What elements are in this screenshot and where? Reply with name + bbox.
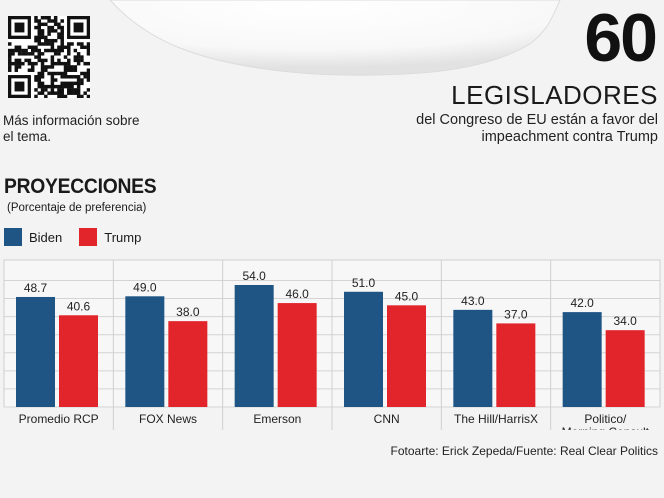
bar-trump-1	[168, 321, 208, 407]
chart-subtitle: (Porcentaje de preferencia)	[7, 202, 147, 214]
bar-trump-0	[59, 315, 98, 407]
category-label-5: Politico/Morning Consult	[562, 412, 650, 430]
bar-biden-4	[453, 309, 493, 407]
data-label-biden-1: 49.0	[133, 280, 157, 294]
qr-code-icon[interactable]	[8, 16, 90, 98]
data-label-trump-1: 38.0	[176, 305, 200, 319]
stat-description: del Congreso de EU están a favor del imp…	[416, 112, 658, 145]
data-label-biden-5: 42.0	[570, 296, 594, 310]
category-label-1: FOX News	[139, 412, 197, 426]
data-label-trump-5: 34.0	[613, 314, 637, 328]
bar-biden-5	[562, 312, 602, 407]
stat-number: 60	[584, 0, 658, 76]
legend-item-trump: Trump	[79, 228, 141, 246]
bar-chart: 48.7 40.6 Promedio RCP 49.0 38.0 FOX News 54.0…	[3, 259, 661, 430]
data-label-trump-0: 40.6	[67, 299, 91, 313]
torn-paper-shape	[109, 0, 561, 76]
source-credit: Fotoarte: Erick Zepeda/Fuente: Real Clea…	[390, 444, 658, 458]
legend-swatch-trump	[79, 228, 98, 246]
data-label-biden-3: 51.0	[352, 276, 376, 290]
bar-trump-2	[277, 303, 317, 407]
bar-biden-2	[234, 285, 274, 407]
stat-label: LEGISLADORES	[451, 80, 658, 110]
bar-trump-4	[496, 323, 536, 407]
torn-paper-header	[0, 0, 664, 135]
category-label-3: CNN	[374, 412, 400, 426]
qr-caption: Más información sobre el tema.	[3, 113, 140, 144]
category-label-0: Promedio RCP	[19, 412, 99, 426]
bar-biden-1	[125, 296, 165, 407]
data-label-trump-3: 45.0	[395, 289, 419, 303]
data-label-biden-0: 48.7	[24, 281, 48, 295]
legend-item-biden: Biden	[4, 228, 62, 246]
legend-label-trump: Trump	[104, 229, 142, 245]
category-label-2: Emerson	[253, 412, 301, 426]
data-label-biden-2: 54.0	[242, 269, 266, 283]
bar-trump-5	[605, 330, 645, 407]
data-label-trump-2: 46.0	[285, 287, 309, 301]
bar-biden-0	[16, 296, 55, 407]
bar-trump-3	[387, 305, 426, 407]
legend-label-biden: Biden	[29, 229, 63, 245]
legend-swatch-biden	[4, 228, 22, 246]
chart-legend: Biden Trump	[4, 227, 158, 247]
data-label-trump-4: 37.0	[504, 307, 528, 321]
chart-title: PROYECCIONES	[4, 175, 157, 198]
bar-biden-3	[344, 291, 383, 407]
data-label-biden-4: 43.0	[461, 294, 485, 308]
category-label-4: The Hill/HarrisX	[454, 412, 538, 426]
